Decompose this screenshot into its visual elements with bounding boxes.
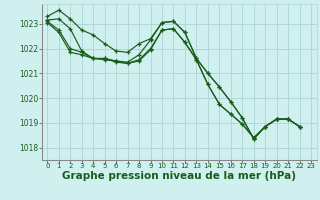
X-axis label: Graphe pression niveau de la mer (hPa): Graphe pression niveau de la mer (hPa) [62,171,296,181]
